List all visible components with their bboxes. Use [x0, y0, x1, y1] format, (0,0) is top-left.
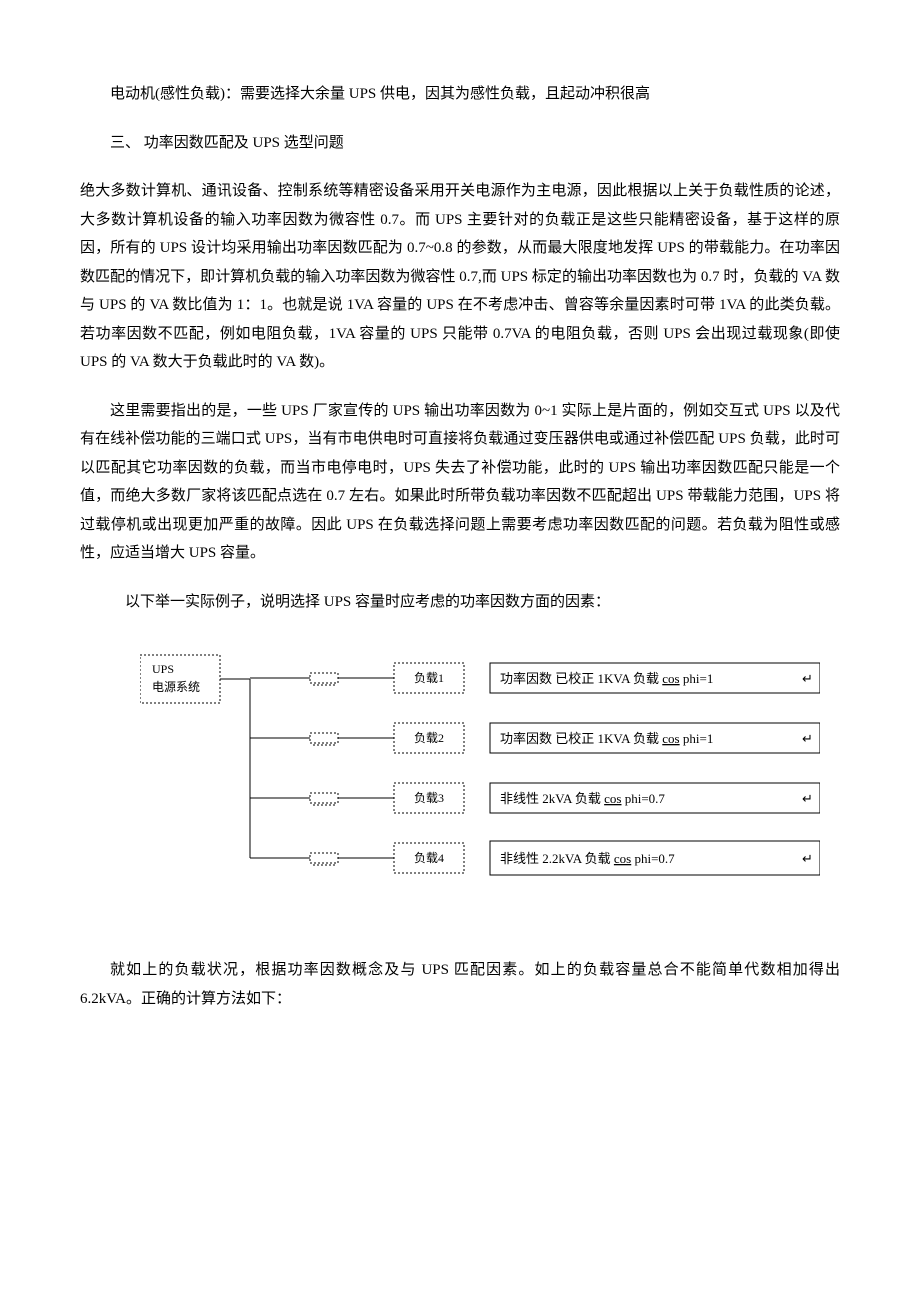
paragraph-1: 电动机(感性负载)：需要选择大余量 UPS 供电，因其为感性负载，且起动冲积很高 [80, 80, 840, 109]
paragraph-6: 就如上的负载状况，根据功率因数概念及与 UPS 匹配因素。如上的负载容量总合不能… [80, 956, 840, 1013]
svg-text:UPS: UPS [152, 662, 174, 676]
svg-text:负载3: 负载3 [414, 791, 444, 805]
ups-load-diagram: UPS 电源系统 负载1 功率因数 已校正 1KVA 负载 cos phi=1 ↵ 负载2… [80, 640, 840, 920]
document-page: 电动机(感性负载)：需要选择大余量 UPS 供电，因其为感性负载，且起动冲积很高… [0, 0, 920, 1093]
diagram-svg: UPS 电源系统 负载1 功率因数 已校正 1KVA 负载 cos phi=1 ↵ 负载2… [140, 640, 820, 920]
svg-text:非线性 2kVA 负载 cos phi=0.7: 非线性 2kVA 负载 cos phi=0.7 [500, 791, 665, 806]
svg-text:↵: ↵ [802, 791, 813, 806]
svg-text:↵: ↵ [802, 851, 813, 866]
svg-text:负载4: 负载4 [414, 851, 444, 865]
paragraph-4: 这里需要指出的是，一些 UPS 厂家宣传的 UPS 输出功率因数为 0~1 实际… [80, 397, 840, 568]
svg-text:负载1: 负载1 [414, 671, 444, 685]
svg-text:↵: ↵ [802, 731, 813, 746]
svg-text:↵: ↵ [802, 671, 813, 686]
heading-section-3: 三、 功率因数匹配及 UPS 选型问题 [80, 129, 840, 158]
paragraph-3: 绝大多数计算机、通讯设备、控制系统等精密设备采用开关电源作为主电源，因此根据以上… [80, 177, 840, 377]
svg-text:非线性 2.2kVA 负载 cos phi=0.7: 非线性 2.2kVA 负载 cos phi=0.7 [500, 851, 675, 866]
svg-text:功率因数 已校正 1KVA 负载 cos phi=1: 功率因数 已校正 1KVA 负载 cos phi=1 [500, 671, 713, 686]
svg-text:电源系统: 电源系统 [152, 680, 200, 694]
svg-text:负载2: 负载2 [414, 731, 444, 745]
paragraph-5: 以下举一实际例子，说明选择 UPS 容量时应考虑的功率因数方面的因素： [80, 588, 840, 617]
svg-text:功率因数 已校正 1KVA 负载 cos phi=1: 功率因数 已校正 1KVA 负载 cos phi=1 [500, 731, 713, 746]
